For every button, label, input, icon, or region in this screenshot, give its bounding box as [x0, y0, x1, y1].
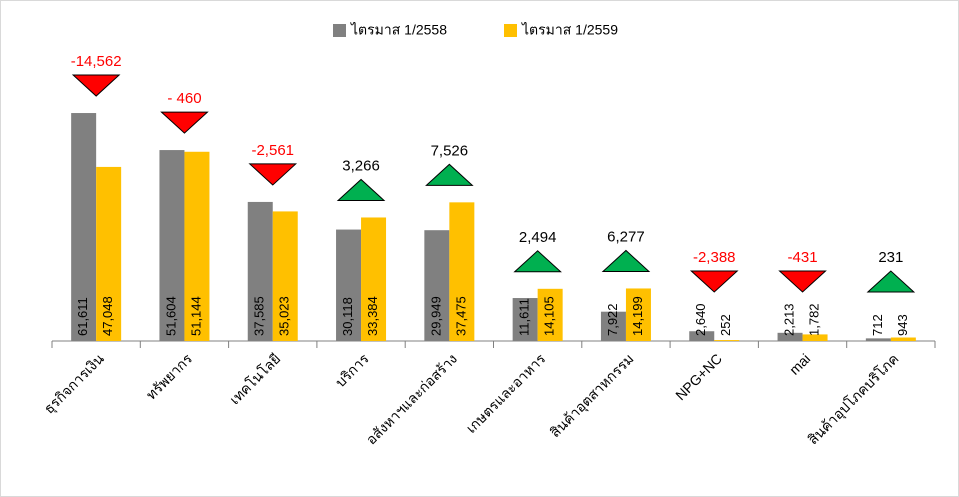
bar	[71, 113, 97, 341]
up-triangle	[336, 178, 386, 201]
change-label: 2,494	[519, 229, 557, 246]
bar	[865, 338, 891, 341]
legend-swatch	[333, 24, 346, 37]
change-label: -431	[788, 249, 818, 266]
bar	[890, 337, 916, 341]
bar-value-label: 29,949	[428, 296, 443, 336]
bar-value-label: 712	[870, 314, 885, 336]
change-label: 7,526	[431, 142, 469, 159]
down-triangle	[778, 270, 827, 293]
change-label: 231	[878, 249, 903, 266]
bar-value-label: 14,199	[630, 296, 645, 336]
legend-label: ไตรมาส 1/2559	[521, 22, 618, 38]
bar-value-label: 1,782	[806, 303, 821, 336]
down-triangle	[71, 74, 121, 97]
bar	[159, 150, 185, 341]
bar-value-label: 51,144	[188, 296, 203, 336]
change-label: -14,562	[71, 53, 122, 70]
bar	[714, 340, 740, 341]
bar-value-label: 11,611	[517, 298, 532, 336]
up-triangle	[601, 249, 651, 272]
bar-value-label: 14,105	[542, 296, 557, 336]
bar-value-label: 35,023	[277, 296, 292, 336]
change-label: -2,561	[251, 142, 294, 159]
bar-value-label: 7,922	[605, 303, 620, 336]
bar-value-label: 252	[718, 314, 733, 336]
bar	[247, 201, 273, 341]
bar	[336, 229, 362, 341]
bar	[424, 230, 450, 341]
legend-swatch	[504, 24, 517, 37]
down-triangle	[160, 111, 209, 134]
up-triangle	[425, 163, 474, 186]
change-label: - 460	[167, 90, 201, 107]
bar-value-label: 37,475	[453, 296, 468, 336]
bar-value-label: 33,384	[365, 296, 380, 336]
bar	[802, 334, 828, 341]
bar-value-label: 2,213	[781, 303, 796, 336]
bar-value-label: 943	[895, 314, 910, 336]
bar	[96, 166, 122, 341]
bar	[537, 288, 563, 341]
change-label: 3,266	[342, 157, 380, 174]
bar	[600, 311, 626, 341]
change-label: -2,388	[693, 249, 736, 266]
up-triangle	[513, 250, 562, 273]
bar	[625, 288, 651, 341]
bar-value-label: 2,640	[693, 303, 708, 336]
bar	[777, 332, 803, 341]
legend-label: ไตรมาส 1/2558	[350, 22, 447, 38]
bar	[272, 211, 298, 341]
bar-value-label: 51,604	[163, 296, 178, 336]
bar-value-label: 30,118	[340, 297, 355, 336]
bar-value-label: 37,585	[252, 296, 267, 336]
down-triangle	[689, 270, 739, 293]
bar	[449, 202, 475, 341]
down-triangle	[248, 163, 298, 186]
bar	[361, 217, 387, 341]
bar-value-label: 61,611	[75, 297, 90, 336]
bar-value-label: 47,048	[100, 296, 115, 336]
change-label: 6,277	[607, 228, 645, 245]
up-triangle	[866, 270, 916, 293]
bar	[512, 298, 538, 341]
bar	[184, 151, 210, 341]
bar	[689, 331, 715, 341]
